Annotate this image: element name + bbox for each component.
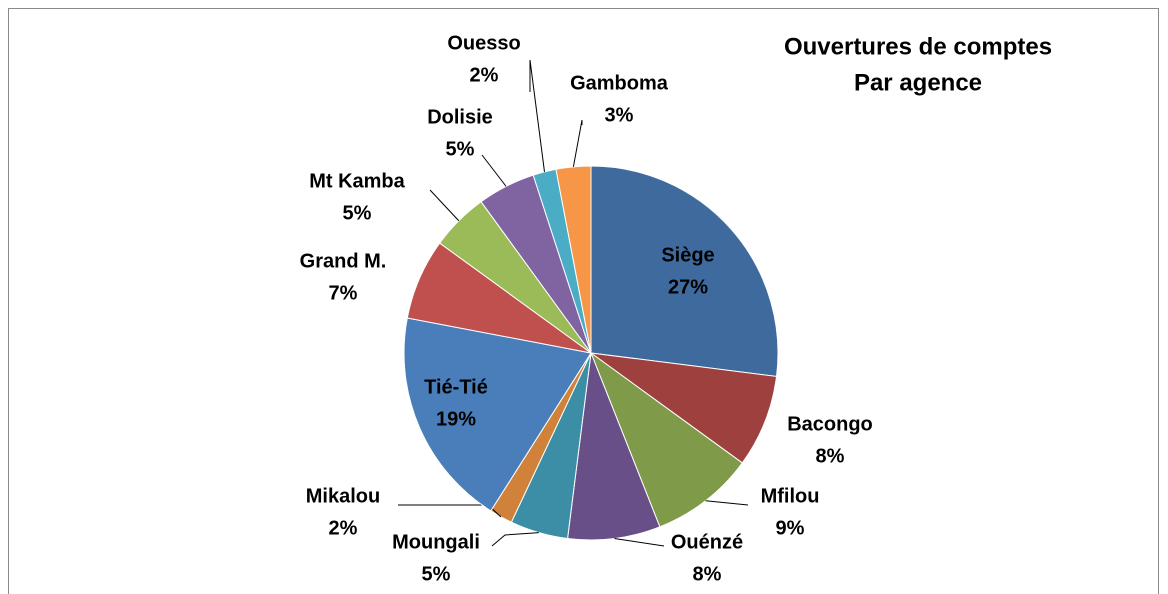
- slice-value-label: 8%: [693, 563, 722, 585]
- pie-slice: [403, 317, 592, 512]
- slice-value-label: 8%: [816, 445, 845, 467]
- slice-value-label: 2%: [470, 64, 499, 86]
- leader-line: [572, 119, 583, 167]
- slice-value-label: 9%: [776, 517, 805, 539]
- leader-line: [429, 189, 460, 222]
- pie-slice: [590, 165, 779, 377]
- slice-label: Moungali: [392, 531, 480, 553]
- slice-label: Gamboma: [570, 72, 669, 94]
- slice-value-label: 5%: [446, 138, 475, 160]
- slice-label: Bacongo: [787, 413, 873, 435]
- leader-line: [614, 538, 665, 547]
- slice-value-label: 7%: [329, 282, 358, 304]
- leader-line: [481, 154, 507, 187]
- chart-title: Ouvertures de comptes: [784, 33, 1052, 60]
- slice-value-label: 3%: [605, 104, 634, 126]
- slice-label: Tié-Tié: [424, 376, 488, 398]
- slice-label: Ouénzé: [671, 531, 743, 553]
- slice-value-label: 19%: [436, 408, 476, 430]
- leader-line: [705, 500, 749, 506]
- slice-label: Dolisie: [427, 106, 493, 128]
- pie-slice: [590, 352, 778, 464]
- slice-value-label: 5%: [343, 202, 372, 224]
- slice-value-label: 5%: [422, 563, 451, 585]
- slice-label: Mfilou: [761, 485, 820, 507]
- leader-line: [529, 59, 545, 172]
- pie-slice: [589, 351, 743, 528]
- pie-slice: [567, 352, 661, 541]
- slice-label: Ouesso: [447, 32, 520, 54]
- slice-label: Mikalou: [306, 485, 380, 507]
- slice-label: Mt Kamba: [309, 170, 405, 192]
- slice-label: Grand M.: [300, 250, 387, 272]
- slice-value-label: 2%: [329, 517, 358, 539]
- chart-title: Par agence: [854, 69, 982, 96]
- leader-line: [491, 532, 539, 547]
- slice-value-label: 27%: [668, 276, 708, 298]
- slice-label: Siège: [661, 244, 714, 266]
